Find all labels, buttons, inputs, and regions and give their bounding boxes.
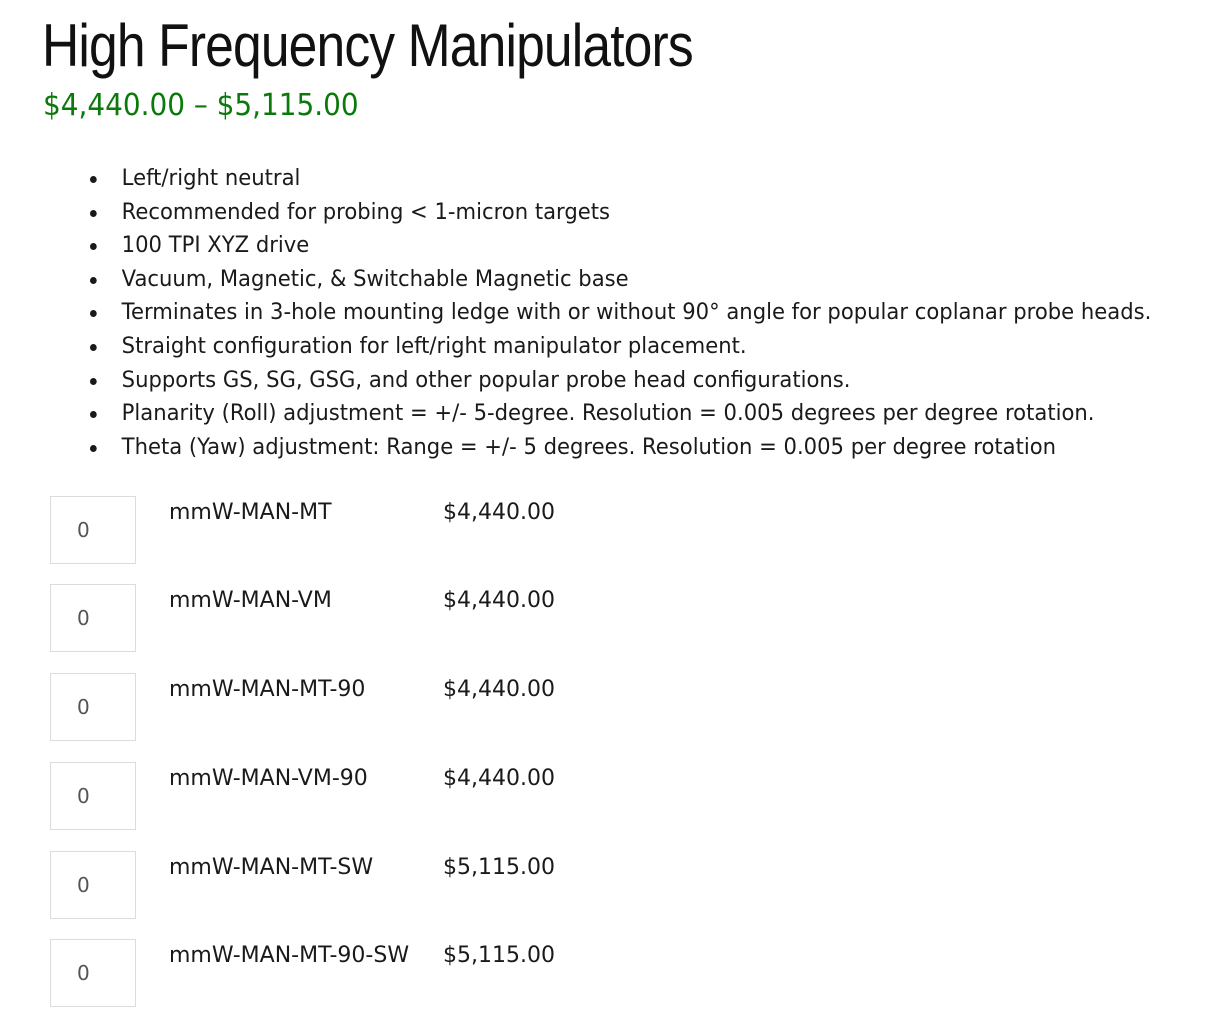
feature-text: Vacuum, Magnetic, & Switchable Magnetic … — [121, 266, 629, 292]
variant-sku: mmW-MAN-MT-SW — [169, 855, 374, 880]
feature-item: Left/right neutral — [90, 162, 1151, 196]
variant-price: $4,440.00 — [443, 766, 555, 791]
quantity-input[interactable] — [50, 496, 136, 564]
bullet-icon — [90, 310, 97, 318]
variant-price: $4,440.00 — [443, 677, 555, 702]
variant-row: mmW-MAN-MT $4,440.00 — [50, 496, 650, 564]
variant-price: $5,115.00 — [443, 943, 555, 968]
price-range: $4,440.00 – $5,115.00 — [43, 88, 359, 123]
variant-row: mmW-MAN-MT-90-SW $5,115.00 — [50, 939, 650, 1007]
variant-sku: mmW-MAN-VM — [169, 588, 332, 613]
bullet-icon — [90, 444, 97, 452]
bullet-icon — [90, 276, 97, 284]
variant-price: $4,440.00 — [443, 588, 555, 613]
bullet-icon — [90, 209, 97, 217]
feature-text: Planarity (Roll) adjustment = +/- 5-degr… — [121, 401, 1095, 427]
variant-row: mmW-MAN-MT-90 $4,440.00 — [50, 673, 650, 741]
feature-text: Straight configuration for left/right ma… — [121, 333, 747, 359]
feature-text: Supports GS, SG, GSG, and other popular … — [121, 367, 851, 393]
feature-item: Planarity (Roll) adjustment = +/- 5-degr… — [90, 397, 1151, 431]
feature-item: Straight configuration for left/right ma… — [90, 330, 1151, 364]
feature-text: Terminates in 3-hole mounting ledge with… — [121, 300, 1152, 326]
feature-item: Supports GS, SG, GSG, and other popular … — [90, 364, 1151, 398]
quantity-input[interactable] — [50, 762, 136, 830]
variant-row: mmW-MAN-MT-SW $5,115.00 — [50, 851, 650, 919]
bullet-icon — [90, 411, 97, 419]
feature-item: 100 TPI XYZ drive — [90, 229, 1151, 263]
variant-sku: mmW-MAN-MT-90-SW — [169, 943, 410, 968]
bullet-icon — [90, 343, 97, 351]
variant-sku: mmW-MAN-MT-90 — [169, 677, 366, 702]
variant-row: mmW-MAN-VM-90 $4,440.00 — [50, 762, 650, 830]
quantity-input[interactable] — [50, 851, 136, 919]
feature-item: Vacuum, Magnetic, & Switchable Magnetic … — [90, 263, 1151, 297]
product-title: High Frequency Manipulators — [42, 12, 694, 79]
variant-sku: mmW-MAN-MT — [169, 500, 332, 525]
quantity-input[interactable] — [50, 584, 136, 652]
feature-text: Left/right neutral — [121, 166, 301, 191]
variant-price: $4,440.00 — [443, 500, 555, 525]
feature-text: Recommended for probing < 1-micron targe… — [121, 199, 611, 225]
variant-price: $5,115.00 — [443, 855, 555, 880]
bullet-icon — [90, 377, 97, 385]
feature-text: 100 TPI XYZ drive — [121, 233, 310, 259]
bullet-icon — [90, 243, 97, 251]
quantity-input[interactable] — [50, 673, 136, 741]
feature-item: Recommended for probing < 1-micron targe… — [90, 196, 1151, 230]
feature-item: Terminates in 3-hole mounting ledge with… — [90, 296, 1151, 330]
variant-row: mmW-MAN-VM $4,440.00 — [50, 584, 650, 652]
bullet-icon — [90, 176, 97, 183]
variant-sku: mmW-MAN-VM-90 — [169, 766, 368, 791]
feature-text: Theta (Yaw) adjustment: Range = +/- 5 de… — [121, 434, 1057, 460]
feature-item: Theta (Yaw) adjustment: Range = +/- 5 de… — [90, 431, 1151, 465]
feature-list: Left/right neutral Recommended for probi… — [90, 162, 1196, 464]
quantity-input[interactable] — [50, 939, 136, 1007]
